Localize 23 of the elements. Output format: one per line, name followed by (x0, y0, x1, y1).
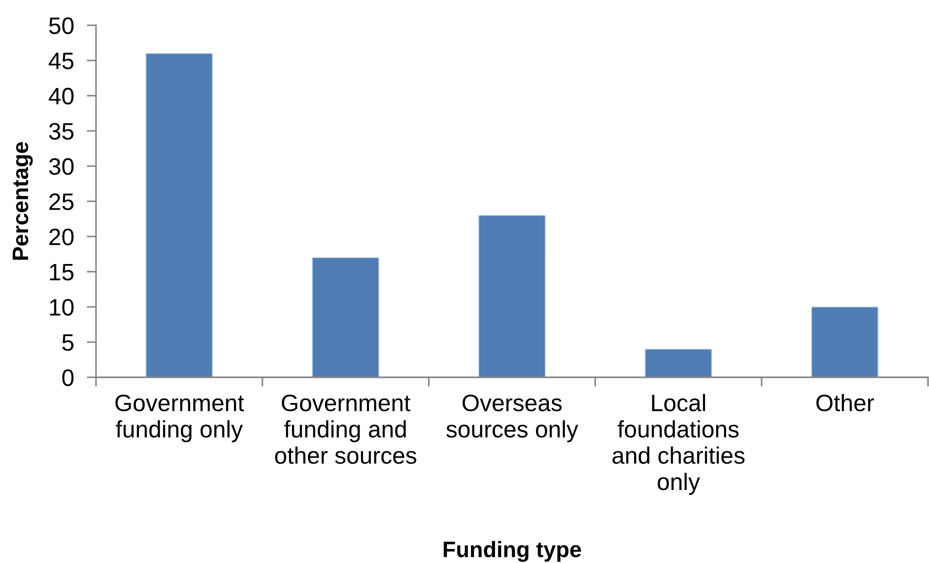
y-tick-label: 0 (62, 369, 74, 386)
bar (312, 257, 380, 378)
y-tick-label: 30 (49, 158, 74, 175)
y-tick-label: 5 (62, 334, 74, 351)
y-tick-label: 40 (48, 88, 74, 104)
x-tick-label: Local foundations and charities only (612, 394, 744, 495)
bar (478, 214, 546, 378)
y-tick-label: 15 (50, 264, 74, 280)
y-tick-label: 50 (49, 17, 74, 34)
y-tick-label: 25 (49, 193, 74, 210)
x-axis-title: Funding type (444, 540, 581, 562)
y-tick-label: 45 (48, 52, 74, 70)
bar (811, 306, 878, 378)
y-axis-title: Percentage (12, 142, 33, 260)
y-tick-label: 35 (49, 122, 74, 140)
x-tick-label: Government funding and other sources (275, 394, 416, 464)
bar (644, 348, 712, 378)
bar (146, 53, 213, 378)
y-tick-label: 10 (50, 298, 74, 316)
x-tick-label: Government funding only (115, 394, 244, 442)
x-tick-label: Other (816, 394, 874, 412)
x-tick-label: Overseas sources only (446, 394, 578, 442)
y-tick-label: 20 (49, 228, 74, 246)
